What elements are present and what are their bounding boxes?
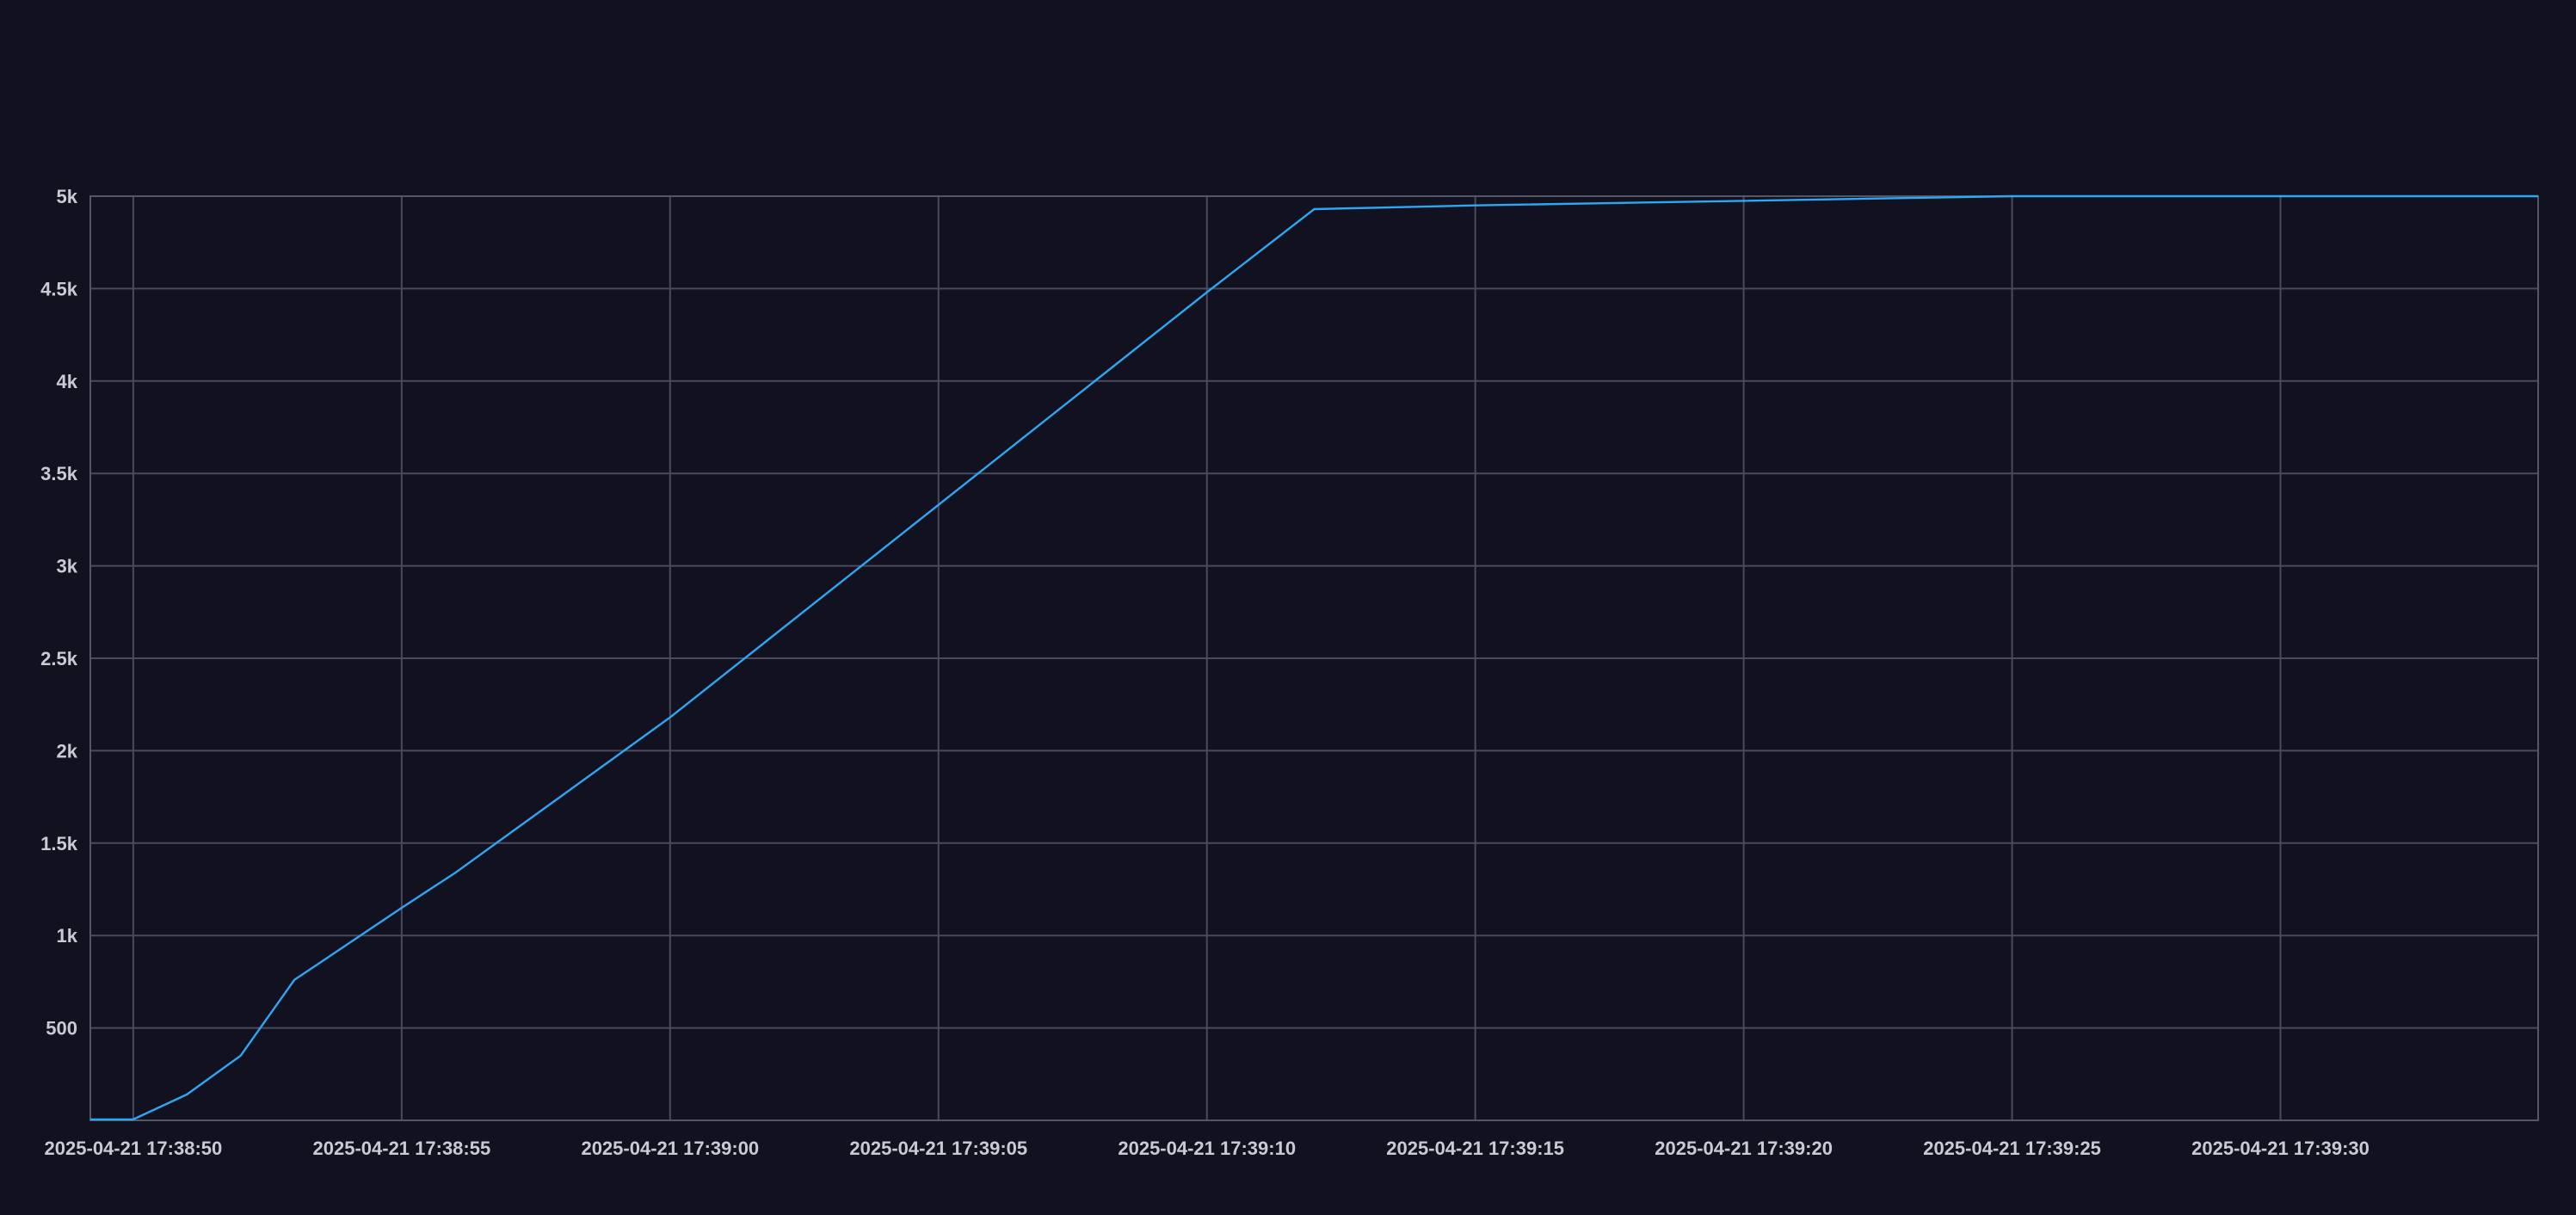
x-tick-label: 2025-04-21 17:39:10: [1118, 1138, 1296, 1159]
y-tick-label: 3.5k: [40, 463, 78, 484]
y-tick-label: 1k: [57, 925, 78, 947]
plot-frame: [89, 195, 2539, 1121]
x-tick-label: 2025-04-21 17:38:50: [45, 1138, 223, 1159]
series-line: [90, 194, 2538, 1121]
y-tick-label: 3k: [57, 556, 78, 577]
y-tick-label: 500: [46, 1018, 77, 1039]
y-tick-label: 2.5k: [40, 648, 78, 669]
x-tick-label: 2025-04-21 17:39:20: [1655, 1138, 1833, 1159]
x-tick-label: 2025-04-21 17:39:25: [1923, 1138, 2101, 1159]
grid: [90, 195, 2538, 1120]
plot-border: [89, 195, 2539, 1121]
y-axis-labels: 500 1k 1.5k 2k 2.5k 3k 3.5k 4k 4.5k 5k: [40, 186, 78, 1039]
x-tick-label: 2025-04-21 17:39:15: [1386, 1138, 1564, 1159]
x-tick-label: 2025-04-21 17:39:05: [849, 1138, 1027, 1159]
y-tick-label: 2k: [57, 740, 78, 762]
x-tick-label: 2025-04-21 17:39:30: [2191, 1138, 2370, 1159]
x-tick-label: 2025-04-21 17:39:00: [581, 1138, 759, 1159]
y-tick-label: 5k: [57, 186, 78, 207]
x-tick-label: 2025-04-21 17:38:55: [313, 1138, 491, 1159]
y-tick-label: 4k: [57, 371, 78, 392]
y-tick-label: 1.5k: [40, 833, 78, 854]
y-tick-label: 4.5k: [40, 278, 78, 299]
x-axis-labels: 2025-04-21 17:38:50 2025-04-21 17:38:55 20…: [45, 1138, 2370, 1159]
series-layer: [90, 194, 2538, 1121]
